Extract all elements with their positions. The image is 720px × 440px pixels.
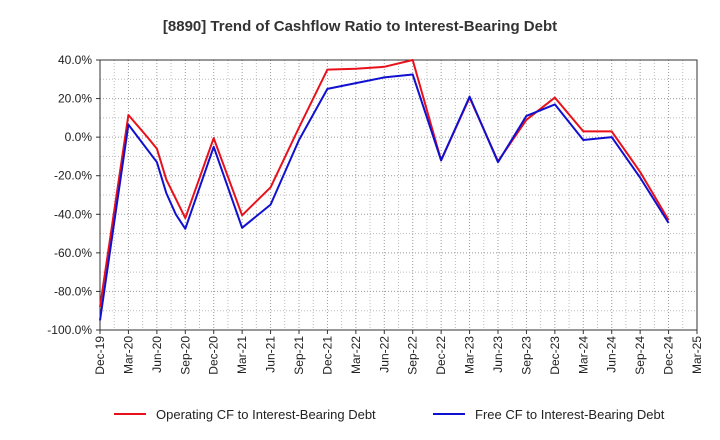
x-tick-label: Mar-24 bbox=[576, 336, 590, 374]
y-tick-label: 20.0% bbox=[58, 92, 92, 106]
x-tick-label: Sep-23 bbox=[519, 336, 533, 375]
y-tick-label: 0.0% bbox=[65, 130, 93, 144]
x-tick-label: Sep-24 bbox=[633, 336, 647, 375]
y-tick-label: -40.0% bbox=[54, 207, 92, 221]
x-tick-label: Mar-22 bbox=[349, 336, 363, 374]
x-tick-label: Dec-22 bbox=[434, 336, 448, 375]
x-tick-label: Jun-21 bbox=[264, 336, 278, 373]
y-axis-ticks: 40.0% 20.0% 0.0% -20.0% -40.0% -60.0% -80.0% -1… bbox=[47, 53, 100, 337]
x-tick-label: Mar-21 bbox=[235, 336, 249, 374]
x-tick-label: Sep-20 bbox=[178, 336, 192, 375]
x-tick-label: Jun-22 bbox=[377, 336, 391, 373]
x-tick-label: Dec-23 bbox=[548, 336, 562, 375]
x-tick-label: Jun-24 bbox=[605, 336, 619, 373]
legend-label-free-cf: Free CF to Interest-Bearing Debt bbox=[475, 407, 665, 422]
y-tick-label: -20.0% bbox=[54, 169, 92, 183]
x-tick-label: Jun-23 bbox=[491, 336, 505, 373]
x-tick-label: Sep-22 bbox=[406, 336, 420, 375]
series-line-0 bbox=[99, 59, 670, 308]
x-tick-label: Sep-21 bbox=[292, 336, 306, 375]
x-axis-ticks: Dec-19 Mar-20 Jun-20 Sep-20 Dec-20 Mar-21 Jun-… bbox=[93, 330, 704, 375]
legend-label-operating-cf: Operating CF to Interest-Bearing Debt bbox=[156, 407, 376, 422]
legend: Operating CF to Interest-Bearing Debt Fr… bbox=[114, 407, 665, 422]
vertical-gridlines bbox=[113, 60, 684, 330]
plot-frame bbox=[99, 59, 698, 331]
x-tick-label: Dec-20 bbox=[207, 336, 221, 375]
y-tick-label: -80.0% bbox=[54, 284, 92, 298]
chart-title: [8890] Trend of Cashflow Ratio to Intere… bbox=[163, 18, 557, 35]
x-tick-label: Mar-20 bbox=[121, 336, 135, 374]
y-tick-label: 40.0% bbox=[58, 53, 92, 67]
x-tick-label: Dec-21 bbox=[320, 336, 334, 375]
x-tick-label: Dec-24 bbox=[662, 336, 676, 375]
x-tick-label: Mar-23 bbox=[463, 336, 477, 374]
y-tick-label: -100.0% bbox=[47, 323, 92, 337]
x-tick-label: Jun-20 bbox=[150, 336, 164, 373]
x-tick-label: Mar-25 bbox=[690, 336, 704, 374]
series-line-1 bbox=[99, 73, 670, 321]
y-tick-label: -60.0% bbox=[54, 246, 92, 260]
x-tick-label: Dec-19 bbox=[93, 336, 107, 375]
series-lines bbox=[99, 59, 670, 321]
